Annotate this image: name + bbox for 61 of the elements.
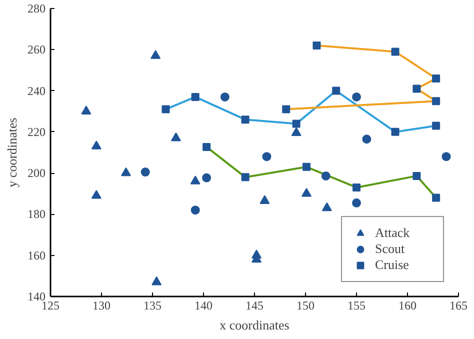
point — [352, 198, 361, 208]
point — [202, 142, 211, 151]
point — [352, 183, 360, 192]
y-tick-label: 280 — [28, 2, 46, 16]
point — [442, 152, 451, 162]
point — [412, 172, 421, 180]
point — [292, 120, 300, 128]
point — [262, 152, 272, 162]
x-tick-label: 140 — [194, 298, 212, 312]
point — [241, 173, 250, 182]
point — [140, 168, 150, 177]
x-tick-label: 165 — [450, 298, 468, 312]
point — [120, 167, 131, 176]
point — [432, 97, 440, 106]
legend-label: Scout — [375, 241, 406, 257]
point — [432, 74, 440, 82]
y-axis-title: y coordinates — [4, 118, 20, 188]
x-tick-label: 145 — [246, 298, 264, 312]
point — [412, 84, 421, 93]
point — [191, 92, 200, 101]
y-tick-label: 200 — [28, 166, 46, 180]
y-tick-label: 240 — [28, 84, 46, 98]
point — [432, 194, 440, 202]
x-tick-label: 135 — [144, 298, 162, 312]
point — [302, 188, 312, 197]
y-tick-label: 180 — [28, 207, 46, 222]
y-tick-label: 260 — [28, 42, 46, 57]
y-tick-label: 160 — [28, 248, 46, 262]
point — [332, 86, 340, 95]
point — [150, 50, 161, 59]
point — [322, 202, 332, 212]
legend-label: Attack — [375, 225, 411, 241]
point — [362, 134, 372, 144]
x-axis-title: x coordinates — [220, 318, 290, 332]
point — [81, 106, 92, 114]
point — [91, 190, 102, 199]
point — [352, 92, 361, 102]
x-tick-label: 150 — [296, 298, 314, 312]
legend-label: Cruise — [375, 257, 410, 273]
point — [202, 173, 212, 182]
point — [321, 171, 330, 180]
point — [220, 92, 230, 102]
point — [152, 276, 162, 286]
point — [391, 128, 400, 136]
x-tick-label: 160 — [398, 298, 416, 312]
x-tick-label: 155 — [348, 298, 366, 312]
x-tick-label: 130 — [92, 298, 110, 312]
point — [391, 48, 400, 56]
point — [282, 105, 290, 114]
point — [260, 195, 270, 204]
point — [170, 132, 181, 142]
point — [162, 105, 170, 114]
point — [91, 140, 102, 150]
point — [190, 176, 200, 184]
y-tick-label: 220 — [28, 124, 46, 139]
point — [190, 206, 200, 215]
point — [312, 42, 321, 50]
point — [291, 127, 302, 136]
point — [302, 162, 311, 171]
point — [432, 122, 440, 130]
point — [241, 116, 250, 124]
